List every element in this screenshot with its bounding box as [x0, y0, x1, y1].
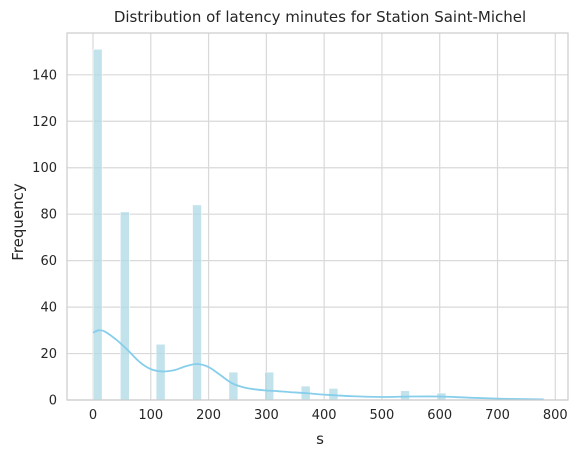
- x-tick-label: 200: [196, 408, 221, 423]
- y-axis-title: Frequency: [9, 183, 27, 261]
- plot-frame: [66, 32, 569, 401]
- x-tick-label: 400: [312, 408, 337, 423]
- x-tick-label: 100: [138, 408, 163, 423]
- x-axis-title: s: [316, 430, 324, 448]
- x-tick-label: 700: [485, 408, 510, 423]
- chart-title: Distribution of latency minutes for Stat…: [114, 8, 526, 26]
- x-tick-label: 500: [370, 408, 395, 423]
- y-tick-label: 80: [40, 208, 57, 223]
- x-tick-label: 300: [254, 408, 279, 423]
- y-tick-label: 20: [40, 347, 57, 362]
- x-tick-label: 600: [427, 408, 452, 423]
- x-tick-label: 800: [543, 408, 568, 423]
- kde-layer: [92, 329, 544, 401]
- histogram-bar: [119, 211, 130, 401]
- y-tick-label: 40: [40, 301, 57, 316]
- kde-curve: [92, 329, 544, 401]
- histogram-bar: [192, 204, 202, 401]
- x-tick-label: 0: [89, 408, 97, 423]
- y-tick-label: 0: [49, 394, 57, 409]
- histogram-bar: [92, 48, 103, 401]
- grid-layer: [67, 33, 568, 401]
- histogram-bar: [264, 371, 275, 401]
- histogram-bar: [400, 390, 410, 401]
- ticks-layer: 0 100 200 300 400 500 600 700 800 0 20 40 60 80 100 120…: [32, 68, 568, 423]
- y-tick-label: 60: [40, 254, 57, 269]
- y-tick-label: 100: [32, 161, 57, 176]
- y-tick-label: 140: [32, 68, 57, 83]
- y-tick-label: 120: [32, 115, 57, 130]
